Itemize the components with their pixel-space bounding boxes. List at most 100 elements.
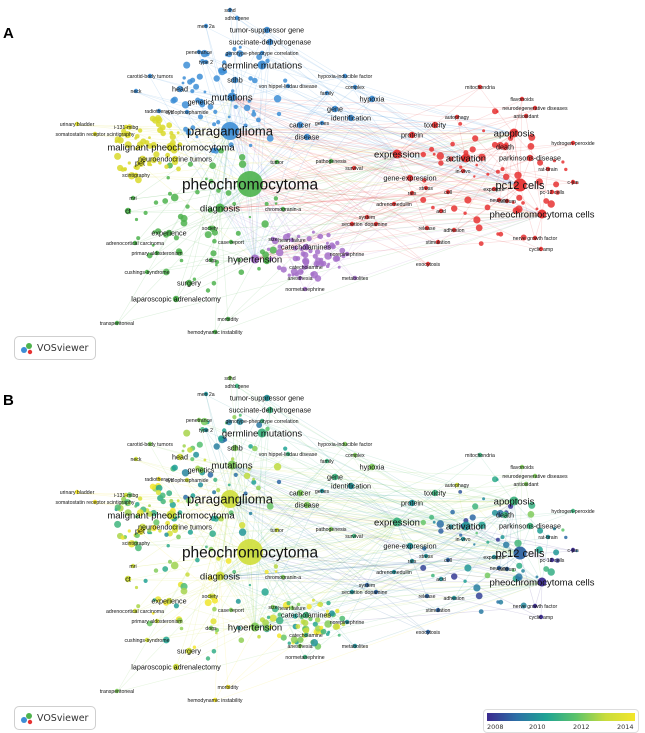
- keyword-link: [525, 116, 543, 216]
- keyword-link: [229, 499, 355, 538]
- keyword-label: society: [202, 594, 219, 600]
- keyword-label: tumor-suppressor gene: [230, 394, 304, 403]
- keyword-link: [249, 552, 256, 629]
- keyword-label: apoptosis: [494, 496, 535, 507]
- keyword-link: [541, 169, 549, 216]
- keyword-link: [249, 184, 356, 280]
- network-map-a[interactable]: sdhd sdhb gene men 2a tumor-suppressor gene…: [0, 0, 645, 364]
- keyword-link: [396, 125, 436, 156]
- filler-node: [114, 504, 121, 511]
- filler-node: [185, 204, 190, 209]
- filler-node: [162, 636, 170, 644]
- keyword-node: [263, 26, 271, 34]
- keyword-label: hemodynamic instability: [187, 330, 242, 336]
- keyword-link: [231, 97, 553, 194]
- keyword-link: [306, 505, 543, 584]
- keyword-link: [179, 457, 233, 467]
- filler-node: [492, 108, 498, 115]
- filler-node: [496, 600, 500, 604]
- keyword-link: [198, 52, 521, 187]
- keyword-label: hypoxia-inducible factor: [318, 74, 373, 80]
- keyword-node: [257, 428, 267, 438]
- keyword-label: neurodegenerative diseases: [502, 474, 568, 480]
- keyword-link: [249, 184, 377, 226]
- keyword-link: [132, 552, 251, 568]
- filler-node: [492, 476, 498, 483]
- keyword-link: [146, 185, 521, 274]
- keyword-label: penetrance: [186, 418, 212, 424]
- keyword-node: [296, 121, 304, 129]
- keyword-node: [347, 482, 355, 490]
- keyword-label: protein: [401, 131, 423, 140]
- keyword-link: [249, 552, 439, 612]
- keyword-node: [280, 574, 286, 580]
- keyword-link: [396, 143, 574, 156]
- keyword-link: [453, 582, 543, 600]
- filler-node: [147, 528, 152, 533]
- filler-node: [252, 477, 256, 481]
- keyword-node: [328, 526, 334, 532]
- keyword-link: [132, 131, 231, 200]
- keyword-label: pet: [135, 159, 145, 168]
- keyword-label: gene-expression: [383, 174, 436, 183]
- keyword-link: [198, 52, 398, 156]
- keyword-label: protein: [401, 499, 423, 508]
- keyword-node: [231, 444, 239, 452]
- keyword-link: [437, 185, 521, 244]
- filler-node: [469, 514, 476, 521]
- filler-node: [155, 596, 162, 603]
- keyword-node: [519, 464, 525, 470]
- keyword-link: [291, 185, 521, 242]
- keyword-label: adhesion: [443, 228, 464, 234]
- keyword-label: paraganglioma: [187, 124, 274, 139]
- keyword-link: [210, 184, 251, 262]
- keyword-link: [230, 214, 543, 244]
- filler-node: [432, 152, 436, 156]
- filler-node: [155, 228, 162, 235]
- filler-node: [555, 558, 560, 563]
- keyword-label: case report: [218, 240, 245, 246]
- keyword-link: [534, 214, 543, 240]
- keyword-link: [396, 147, 506, 156]
- keyword-link: [229, 131, 353, 226]
- keyword-link: [198, 420, 521, 555]
- keyword-link: [396, 522, 508, 571]
- filler-node: [495, 537, 500, 542]
- filler-node: [297, 636, 304, 643]
- keyword-link: [219, 576, 301, 648]
- keyword-node: [114, 688, 120, 694]
- keyword-label: hydrogen-peroxide: [551, 141, 594, 147]
- filler-node: [484, 204, 491, 211]
- filler-node: [537, 527, 544, 534]
- keyword-link: [186, 112, 251, 186]
- keyword-link: [396, 154, 543, 216]
- network-map-b[interactable]: sdhd sdhb gene men 2a tumor-suppressor gene…: [0, 368, 645, 732]
- keyword-link: [230, 522, 398, 612]
- keyword-label: pheochromocytoma cells: [489, 577, 594, 588]
- filler-node: [498, 599, 504, 605]
- filler-node: [124, 509, 132, 517]
- filler-node: [181, 449, 185, 453]
- filler-node: [204, 231, 212, 239]
- keyword-link: [231, 465, 429, 634]
- filler-node: [176, 166, 181, 172]
- keyword-label: system: [359, 215, 375, 221]
- keyword-label: identification: [331, 114, 371, 123]
- keyword-link: [249, 184, 500, 202]
- keyword-node: [431, 121, 439, 129]
- vosviewer-label: VOSviewer: [37, 712, 89, 724]
- keyword-link: [344, 444, 398, 524]
- keyword-label: radiotherapy: [145, 477, 174, 483]
- keyword-node: [176, 453, 184, 461]
- keyword-node: [156, 108, 162, 114]
- keyword-label: ct: [125, 575, 131, 584]
- keyword-node: [259, 50, 265, 56]
- filler-node: [266, 247, 271, 251]
- filler-node: [182, 444, 186, 448]
- keyword-node: [331, 473, 339, 481]
- keyword-label: somatostatin receptor scintigraphy: [55, 132, 134, 138]
- keyword-label: in-vivo: [456, 169, 471, 175]
- keyword-link: [261, 53, 467, 160]
- filler-node: [171, 464, 178, 471]
- keyword-node: [545, 534, 551, 540]
